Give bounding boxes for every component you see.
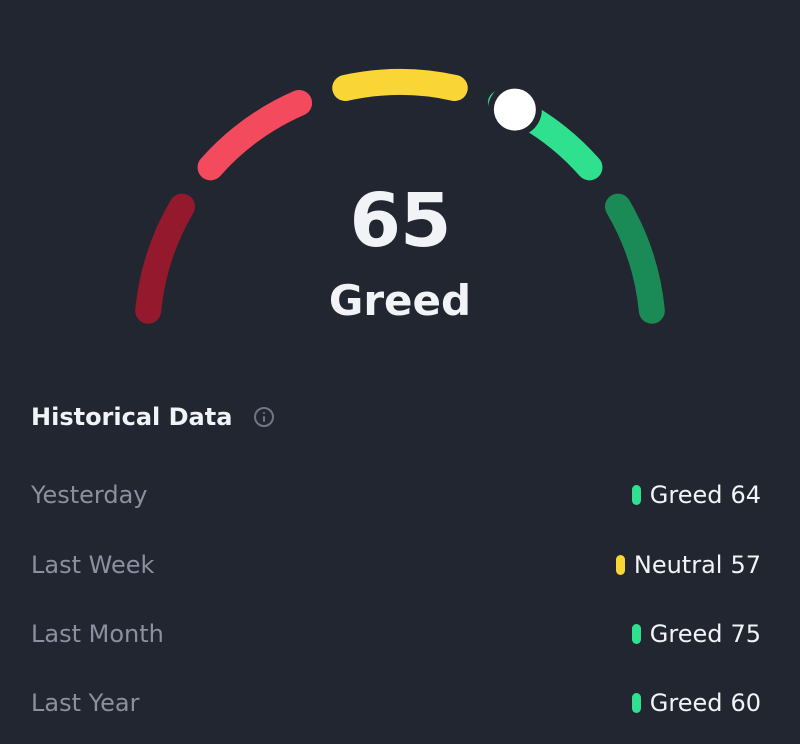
- history-sentiment: Greed: [649, 689, 723, 717]
- sentiment-indicator: [615, 555, 625, 575]
- history-value: Neutral 57: [615, 551, 761, 579]
- history-value: Greed 60: [631, 689, 761, 717]
- history-period: Last Month: [31, 620, 164, 648]
- fear-greed-gauge: 65 Greed: [0, 0, 800, 360]
- history-row-last-year: Last Year Greed 60: [31, 686, 761, 720]
- sentiment-indicator: [631, 624, 641, 644]
- history-row-last-month: Last Month Greed 75: [31, 617, 761, 651]
- gauge-segment-fear: [197, 89, 313, 181]
- history-sentiment: Neutral: [633, 551, 723, 579]
- gauge-segment-extreme-fear: [135, 193, 196, 324]
- history-period: Yesterday: [31, 481, 148, 509]
- history-sentiment: Greed: [649, 481, 723, 509]
- history-score: 60: [730, 689, 761, 717]
- history-row-last-week: Last Week Neutral 57: [31, 548, 761, 582]
- history-value: Greed 64: [631, 481, 761, 509]
- gauge-value: 65: [349, 178, 452, 264]
- historical-data-header: Historical Data: [31, 400, 275, 434]
- gauge-segment-neutral: [332, 69, 468, 101]
- sentiment-indicator: [631, 693, 641, 713]
- info-icon[interactable]: [254, 407, 275, 427]
- history-period: Last Week: [31, 551, 155, 579]
- sentiment-indicator: [631, 485, 641, 505]
- history-score: 75: [730, 620, 761, 648]
- history-row-yesterday: Yesterday Greed 64: [31, 478, 761, 512]
- historical-data-title: Historical Data: [31, 403, 233, 431]
- history-value: Greed 75: [631, 620, 761, 648]
- gauge-arc: [135, 69, 665, 324]
- gauge-indicator: [493, 88, 536, 131]
- gauge-label: Greed: [328, 276, 472, 325]
- history-score: 64: [730, 481, 761, 509]
- history-score: 57: [730, 551, 761, 579]
- history-sentiment: Greed: [649, 620, 723, 648]
- history-period: Last Year: [31, 689, 140, 717]
- gauge-segment-extreme-greed: [604, 193, 665, 324]
